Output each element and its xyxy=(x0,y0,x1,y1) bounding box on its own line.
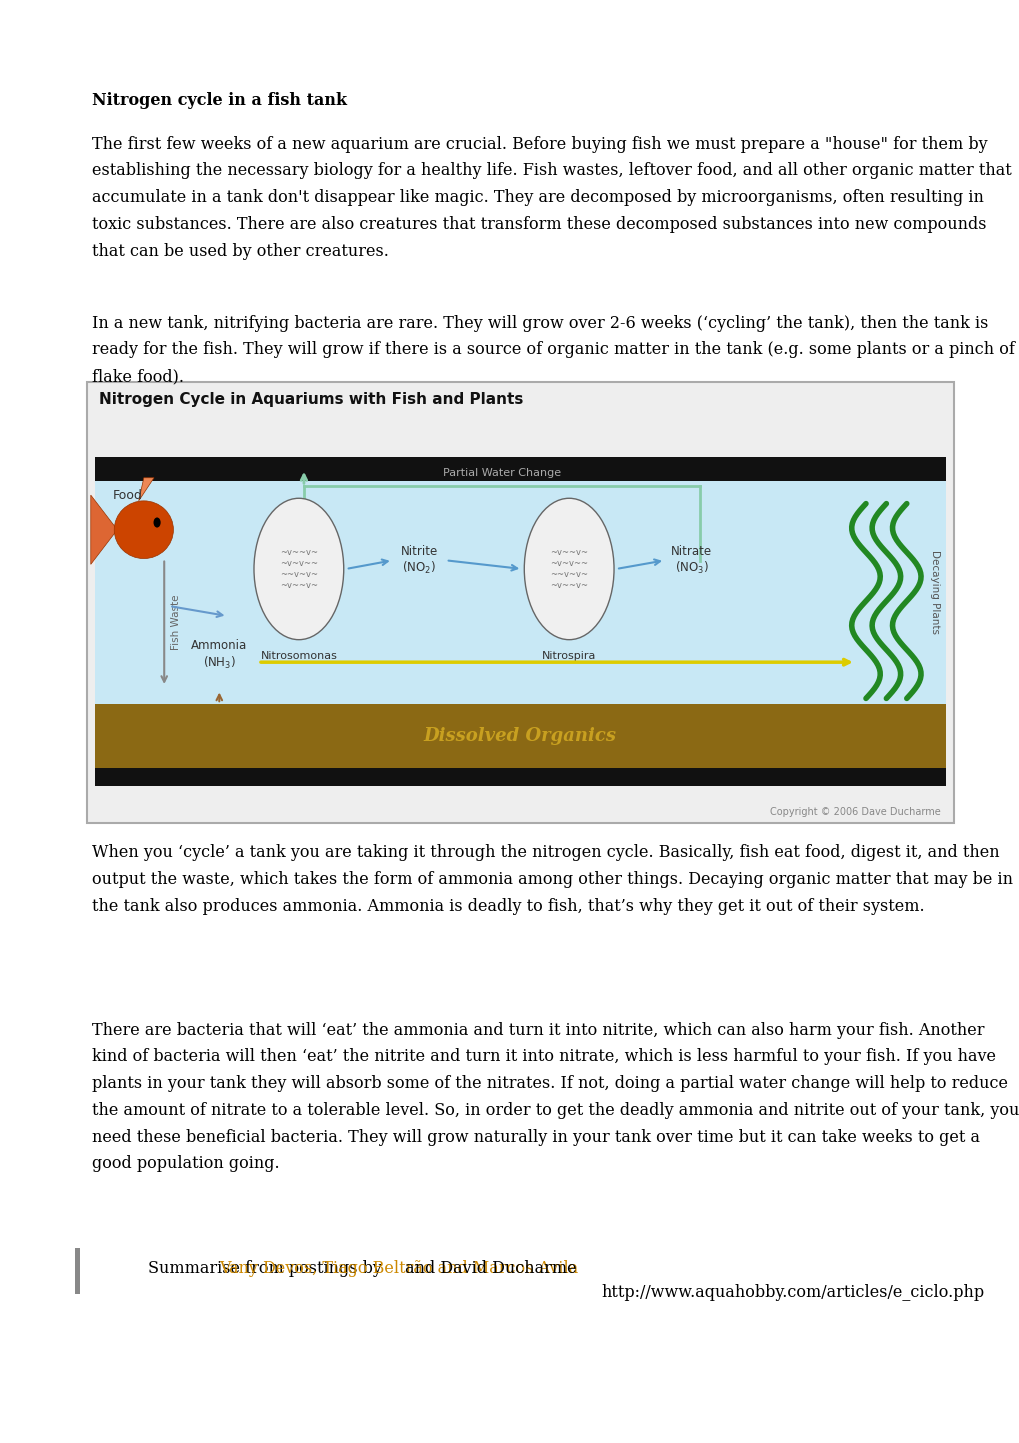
Polygon shape xyxy=(91,495,117,564)
Ellipse shape xyxy=(524,498,613,639)
Bar xyxy=(95,457,945,481)
Text: Nitrosomonas: Nitrosomonas xyxy=(260,651,337,661)
Text: The first few weeks of a new aquarium are crucial. Before buying fish we must pr: The first few weeks of a new aquarium ar… xyxy=(92,136,1011,260)
Text: Nitrite
(NO$_2$): Nitrite (NO$_2$) xyxy=(400,544,437,576)
Text: Dissolved Organics: Dissolved Organics xyxy=(423,727,616,745)
Text: Food: Food xyxy=(113,489,143,502)
Polygon shape xyxy=(139,478,154,501)
Text: In a new tank, nitrifying bacteria are rare. They will grow over 2-6 weeks (‘cyc: In a new tank, nitrifying bacteria are r… xyxy=(92,315,1014,385)
Text: Partial Water Change: Partial Water Change xyxy=(442,468,560,478)
Bar xyxy=(95,481,945,704)
Text: Copyright © 2006 Dave Ducharme: Copyright © 2006 Dave Ducharme xyxy=(769,807,940,817)
Text: Nitrogen cycle in a fish tank: Nitrogen cycle in a fish tank xyxy=(92,92,346,110)
Text: Nitrospira: Nitrospira xyxy=(541,651,596,661)
Text: Nitrogen Cycle in Aquariums with Fish and Plants: Nitrogen Cycle in Aquariums with Fish an… xyxy=(99,392,523,407)
FancyBboxPatch shape xyxy=(87,382,953,823)
Text: Vany Devos, Tiago Beltrão and Marcos Avila: Vany Devos, Tiago Beltrão and Marcos Avi… xyxy=(219,1260,578,1277)
Text: http://www.aquahobby.com/articles/e_ciclo.php: http://www.aquahobby.com/articles/e_cicl… xyxy=(600,1284,983,1302)
Ellipse shape xyxy=(114,501,173,558)
Text: and David Ducharme: and David Ducharme xyxy=(399,1260,576,1277)
Ellipse shape xyxy=(254,498,343,639)
Text: Nitrate
(NO$_3$): Nitrate (NO$_3$) xyxy=(671,544,711,576)
Text: Fish Waste: Fish Waste xyxy=(171,595,181,651)
Bar xyxy=(95,768,945,786)
Ellipse shape xyxy=(154,518,161,528)
Text: ~v~~v~
~v~v~~
~~v~v~
~v~~v~: ~v~~v~ ~v~v~~ ~~v~v~ ~v~~v~ xyxy=(279,548,318,590)
Text: ~v~~v~
~v~v~~
~~v~v~
~v~~v~: ~v~~v~ ~v~v~~ ~~v~v~ ~v~~v~ xyxy=(549,548,588,590)
Text: There are bacteria that will ‘eat’ the ammonia and turn it into nitrite, which c: There are bacteria that will ‘eat’ the a… xyxy=(92,1022,1018,1172)
Text: Decaying Plants: Decaying Plants xyxy=(929,550,940,635)
Text: Summarise from postings by: Summarise from postings by xyxy=(148,1260,386,1277)
Text: When you ‘cycle’ a tank you are taking it through the nitrogen cycle. Basically,: When you ‘cycle’ a tank you are taking i… xyxy=(92,844,1012,915)
Bar xyxy=(95,704,945,768)
Text: Ammonia
(NH$_3$): Ammonia (NH$_3$) xyxy=(191,639,248,671)
Bar xyxy=(75,1248,79,1294)
